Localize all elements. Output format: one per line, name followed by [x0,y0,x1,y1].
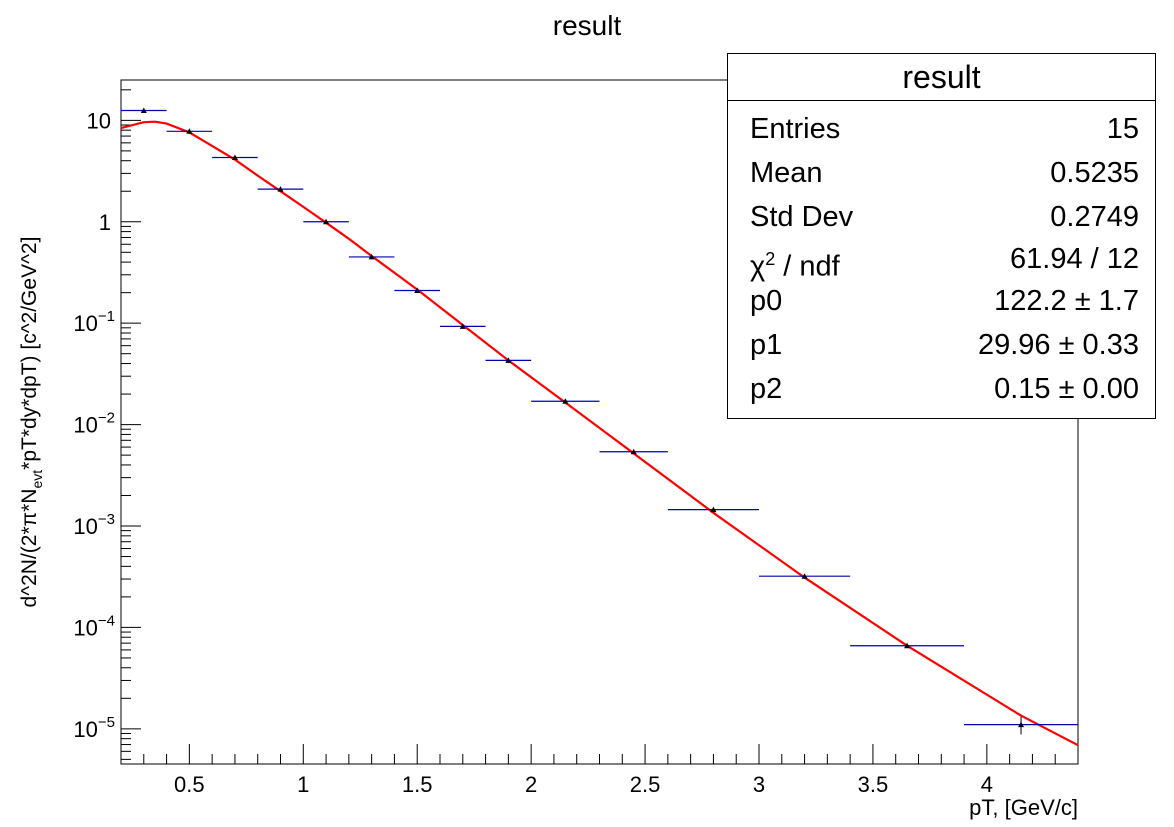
data-marker [459,323,466,329]
data-point [667,506,759,513]
y-tick-label: 10−5 [73,714,115,742]
data-point [485,357,532,363]
stats-key: p1 [750,329,783,361]
chi-symbol: χ [750,250,766,283]
stats-row-p1: p1 29.96 ± 0.33 [750,324,1139,367]
y-tick-label: 10−3 [73,511,115,539]
data-marker [414,287,421,294]
data-point [394,287,440,294]
stats-row-std-dev: Std Dev 0.2749 [750,196,1139,239]
data-point [599,448,668,455]
data-marker [904,642,911,649]
stats-key: Std Dev [750,201,854,233]
data-marker [277,186,284,192]
y-axis-label-subscript: evt [29,470,45,489]
data-point [759,573,851,579]
x-axis-label: pT, [GeV/c] [969,795,1078,820]
data-point [212,154,258,161]
x-tick-label: 2.5 [630,772,661,797]
stats-box-title: result [728,54,1155,101]
y-axis-label: d^2N/(2*π*Nevt*pT*dy*dpT) [c^2/GeV^2] [18,237,45,608]
stats-value: 0.15 ± 0.00 [994,373,1139,405]
y-tick-label: 10−4 [73,612,115,640]
stats-key: χ2 / ndf [750,238,840,289]
stats-key: p2 [750,373,783,405]
stats-box: result Entries 15 Mean 0.5235 Std Dev 0.… [727,53,1156,419]
data-point [531,398,600,404]
chart-title: result [552,10,622,41]
chi-superscript: 2 [765,249,776,269]
stats-key: Mean [750,157,823,189]
data-marker [1018,721,1025,728]
fit-curve [120,120,1079,747]
stats-row-mean: Mean 0.5235 [750,152,1139,195]
ndf-label: / ndf [775,250,840,283]
data-marker [186,128,193,134]
stats-value: 15 [1106,113,1139,145]
data-point [121,107,167,114]
data-point [303,218,349,225]
data-point [964,716,1078,735]
stats-key: Entries [750,113,841,145]
y-axis-label-part-b: *pT*dy*dpT) [c^2/GeV^2] [18,237,41,470]
x-tick-label: 1.5 [402,772,433,797]
data-marker [710,506,717,513]
stats-value: 0.2749 [1050,201,1139,233]
x-tick-label: 4 [981,772,993,797]
data-point [166,128,213,134]
stats-row-entries: Entries 15 [750,108,1139,151]
stats-value: 0.5235 [1050,157,1139,189]
y-tick-label: 1 [99,210,111,235]
stats-row-p2: p2 0.15 ± 0.00 [750,368,1139,411]
x-tick-label: 2 [525,772,537,797]
data-marker [231,154,238,161]
x-tick-label: 0.5 [174,772,205,797]
y-tick-label: 10−1 [73,308,115,336]
data-point [850,642,965,649]
stats-row-chi2-ndf: χ2 / ndf 61.94 / 12 [750,238,1139,283]
svg-text:d^2N/(2*π*Nevt*pT*dy*dpT) [c^2: d^2N/(2*π*Nevt*pT*dy*dpT) [c^2/GeV^2] [18,237,45,608]
data-marker [562,398,569,404]
stats-value: 29.96 ± 0.33 [977,329,1139,361]
data-marker [140,107,147,114]
y-axis-label-part-a: d^2N/(2*π*N [18,489,41,608]
stats-value: 122.2 ± 1.7 [994,285,1139,317]
data-marker [801,573,808,579]
y-tick-label: 10 [87,108,111,133]
stats-value: 61.94 / 12 [1010,243,1139,275]
data-marker [323,218,330,225]
x-tick-label: 1 [297,772,309,797]
y-tick-label: 10−2 [73,410,115,438]
x-tick-label: 3 [753,772,765,797]
data-point [440,323,486,329]
data-marker [368,253,375,260]
data-marker [630,448,637,455]
data-point [348,253,395,260]
stats-key: p0 [750,285,783,317]
data-point [257,186,304,192]
stats-row-p0: p0 122.2 ± 1.7 [750,280,1139,323]
data-marker [505,357,512,363]
x-tick-label: 3.5 [858,772,889,797]
